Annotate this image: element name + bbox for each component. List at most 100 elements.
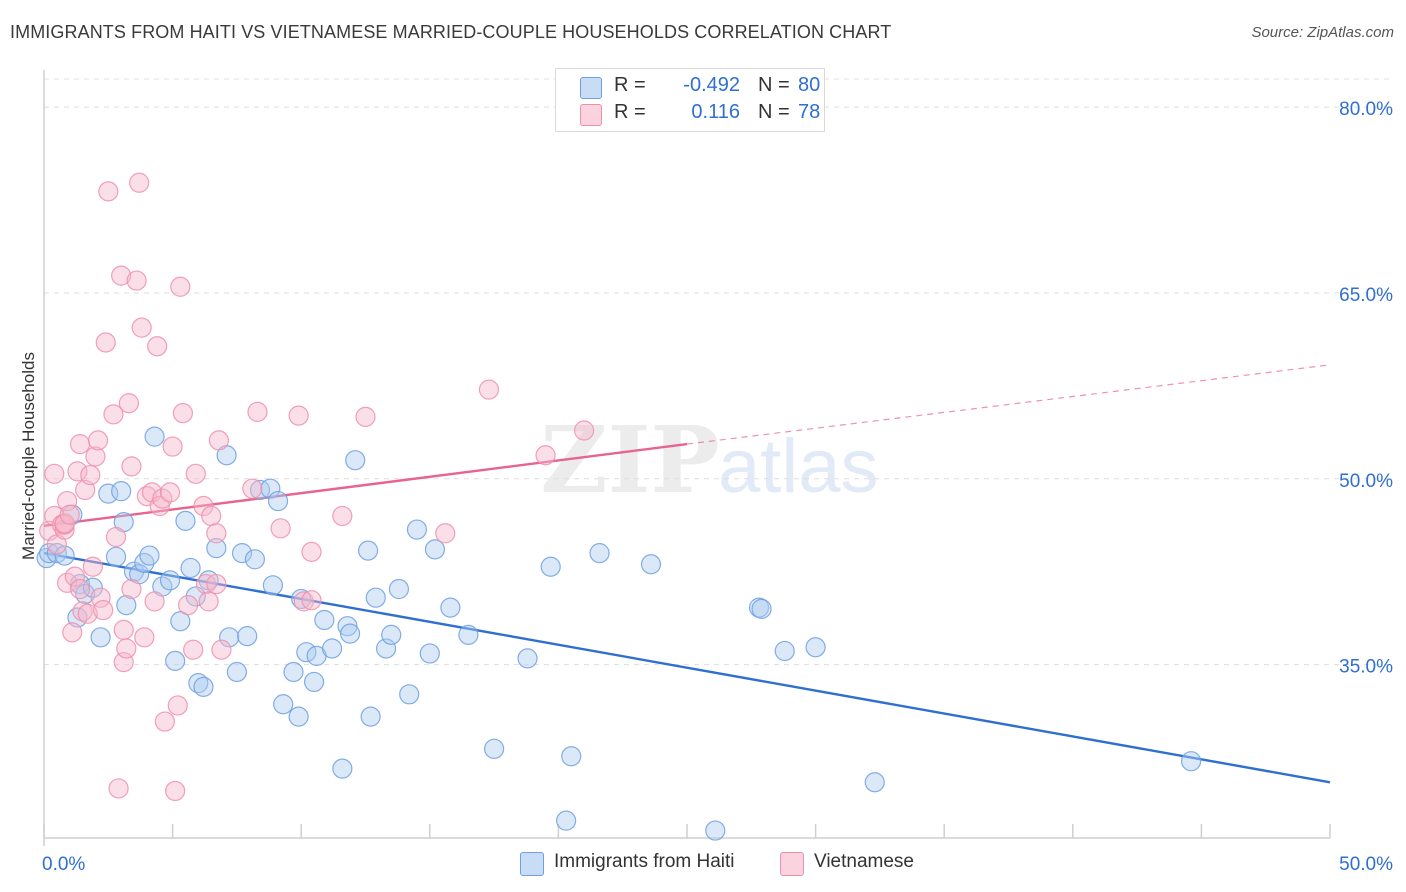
vietnamese-point (87, 430, 109, 451)
haiti-point (262, 575, 284, 596)
haiti-point (424, 539, 446, 560)
vietnamese-point (270, 518, 291, 539)
vietnamese-point (198, 591, 219, 612)
haiti-point (484, 738, 505, 759)
vietnamese-point (177, 595, 199, 616)
vietnamese-point (159, 482, 181, 503)
haiti-point (159, 570, 181, 591)
haiti-point (375, 638, 397, 659)
haiti-point (267, 490, 289, 512)
haiti-point (170, 611, 191, 632)
haiti-point (193, 676, 214, 697)
vietnamese-point (147, 336, 168, 357)
vietnamese-point (355, 406, 376, 427)
haiti-point (116, 595, 137, 616)
haiti-point (517, 648, 538, 669)
vietnamese-point (211, 639, 232, 660)
haiti-point (1181, 751, 1202, 772)
vietnamese-point (201, 505, 222, 527)
haiti-point (381, 624, 402, 645)
n-label: N = (758, 74, 790, 96)
vietnamese-point (95, 332, 116, 353)
vietnamese-point (103, 404, 124, 425)
vietnamese-point (165, 780, 186, 802)
vietnamese-point (72, 601, 93, 622)
haiti-trend-line (43, 551, 1331, 784)
haiti-point (440, 597, 461, 618)
vietnamese-point (118, 393, 139, 414)
trend-lines (43, 364, 1331, 784)
vietnamese-point (64, 566, 85, 587)
vietnamese-point (93, 599, 114, 621)
vietnamese-point (535, 445, 556, 466)
axes (43, 70, 1331, 846)
y-tick-label: 80.0% (1339, 99, 1393, 120)
haiti-point (175, 510, 196, 531)
vietnamese-point (67, 461, 88, 482)
haiti-point (805, 637, 826, 658)
haiti-point (406, 519, 428, 540)
haiti-point (296, 642, 317, 663)
vietnamese-point (144, 591, 165, 612)
vietnamese-point (242, 478, 263, 499)
vietnamese-trend-dashed (686, 364, 1331, 445)
vietnamese-point (154, 711, 175, 732)
vietnamese-point (113, 619, 134, 640)
vietnamese-point (185, 463, 206, 484)
y-tick-label: 35.0% (1339, 657, 1393, 678)
haiti-point (260, 478, 281, 499)
vietnamese-point (574, 420, 595, 441)
vietnamese-point (69, 433, 91, 455)
haiti-point (139, 545, 160, 566)
tick-labels: 35.0% 50.0% 65.0% 80.0% 0.0% 50.0% (42, 99, 1393, 875)
y-tick-label: 50.0% (1339, 471, 1393, 492)
haiti-swatch (580, 77, 602, 99)
haiti-point (561, 746, 582, 767)
haiti-point (273, 694, 294, 715)
r-value: 0.116 (691, 101, 740, 123)
haiti-point (244, 549, 266, 570)
vietnamese-point (126, 270, 147, 291)
vietnamese-point (183, 639, 204, 660)
vietnamese-point (80, 464, 101, 486)
haiti-point (231, 542, 253, 564)
vietnamese-point (54, 519, 75, 540)
r-value: -0.492 (683, 74, 740, 96)
haiti-point (314, 609, 335, 631)
watermark: ZIP atlas (540, 406, 878, 514)
vietnamese-point (59, 504, 80, 525)
vietnamese-point (206, 523, 227, 544)
vietnamese-point (111, 265, 132, 286)
haiti-point (458, 624, 479, 645)
haiti-point (774, 640, 795, 662)
vietnamese-point (288, 405, 309, 426)
legend-haiti-swatch (520, 852, 544, 876)
n-value: 78 (798, 101, 821, 123)
haiti-point (144, 426, 165, 447)
haiti-point (180, 557, 201, 579)
gridlines (44, 78, 1392, 666)
n-value: 80 (798, 74, 821, 96)
haiti-point (332, 758, 353, 779)
haiti-point (345, 450, 366, 471)
correlation-stats-box: R = -0.492 N = 80 R = 0.116 N = 78 (555, 68, 825, 132)
haiti-point (46, 542, 67, 564)
haiti-point (556, 810, 577, 831)
haiti-point (98, 483, 119, 504)
vietnamese-point (121, 456, 142, 477)
vietnamese-point (172, 403, 193, 424)
vietnamese-point (206, 573, 227, 595)
haiti-point (249, 479, 271, 501)
vietnamese-point (301, 590, 322, 611)
r-label: R = (614, 74, 646, 96)
haiti-point (339, 623, 361, 644)
vietnamese-point (149, 495, 170, 517)
vietnamese-point (129, 172, 150, 193)
legend-haiti-label: Immigrants from Haiti (554, 851, 735, 872)
vietnamese-point (478, 379, 500, 400)
haiti-point (540, 556, 561, 577)
vietnamese-point (170, 276, 191, 297)
haiti-point (206, 538, 227, 559)
vietnamese-point (116, 638, 137, 659)
vietnamese-points (39, 172, 595, 802)
